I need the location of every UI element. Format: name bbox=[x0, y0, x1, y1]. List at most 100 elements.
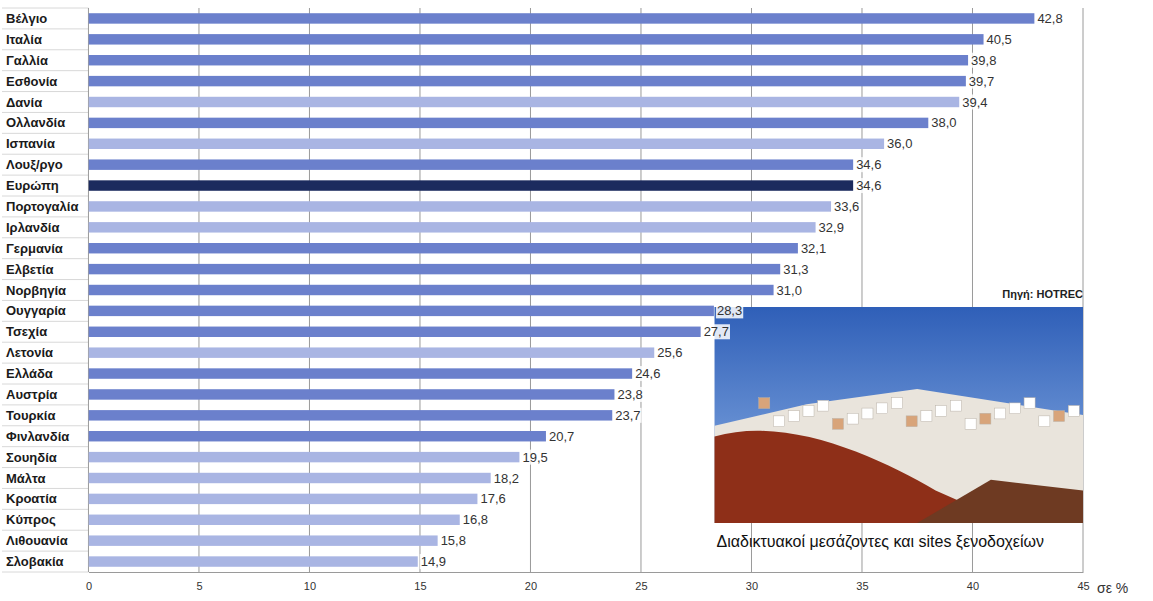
data-label-group: 42,8 bbox=[1036, 11, 1063, 26]
grid bbox=[88, 8, 1083, 572]
category-label: Εσθονία bbox=[6, 74, 57, 89]
bar bbox=[88, 347, 654, 357]
data-label-group: 33,6 bbox=[833, 199, 860, 214]
data-label-group: 27,7 bbox=[703, 324, 730, 339]
category-label: Σλοβακία bbox=[6, 554, 64, 569]
bar bbox=[88, 159, 853, 169]
photo-caption: Διαδικτυακοί μεσάζοντες και sites ξενοδο… bbox=[717, 533, 1045, 551]
row-separator bbox=[2, 530, 88, 531]
data-label: 15,8 bbox=[441, 533, 466, 548]
data-label-background bbox=[855, 178, 882, 193]
data-label-group: 32,1 bbox=[800, 241, 827, 256]
bar bbox=[88, 34, 983, 44]
category-label: Ουγγαρία bbox=[6, 303, 66, 318]
photo-village bbox=[715, 389, 1083, 523]
data-label-background bbox=[833, 199, 860, 214]
data-label-group: 15,8 bbox=[440, 533, 467, 548]
bar bbox=[88, 180, 853, 190]
data-label-background bbox=[548, 429, 575, 444]
category-label: Λετονία bbox=[6, 345, 53, 360]
photo-rock bbox=[917, 480, 1083, 523]
data-label-background bbox=[716, 303, 743, 318]
data-label-background bbox=[968, 74, 995, 89]
data-label-background bbox=[818, 220, 845, 235]
tick: 35 bbox=[856, 572, 868, 592]
photo-house bbox=[1024, 398, 1035, 409]
data-label-group: 17,6 bbox=[479, 491, 506, 506]
data-labels: 42,840,539,839,739,438,036,034,634,633,6… bbox=[420, 11, 1064, 569]
category-label: Τουρκία bbox=[6, 408, 55, 423]
bar bbox=[88, 243, 797, 253]
tick-label: 40 bbox=[967, 580, 979, 592]
row-separator bbox=[2, 216, 88, 217]
row-separator bbox=[2, 258, 88, 259]
photo-house bbox=[862, 408, 873, 419]
bar bbox=[88, 55, 968, 65]
tick: 0 bbox=[86, 572, 92, 592]
bar bbox=[88, 222, 815, 232]
axis-line bbox=[89, 572, 1084, 573]
data-label: 20,7 bbox=[549, 429, 574, 444]
row-separator bbox=[2, 154, 88, 155]
data-label: 42,8 bbox=[1037, 11, 1062, 26]
data-label-background bbox=[970, 53, 997, 68]
bar bbox=[88, 76, 965, 86]
data-label-group: 23,7 bbox=[614, 408, 641, 423]
photo-house bbox=[965, 418, 976, 429]
data-label-background bbox=[930, 115, 957, 130]
photo-house bbox=[891, 398, 902, 409]
data-label-background bbox=[420, 554, 447, 569]
row-separator bbox=[2, 279, 88, 280]
category-label: Γερμανία bbox=[6, 241, 63, 256]
category-label: Ελβετία bbox=[6, 262, 53, 277]
data-label-group: 40,5 bbox=[986, 32, 1013, 47]
bar bbox=[88, 306, 713, 316]
photo-house bbox=[877, 403, 888, 414]
row-separators bbox=[2, 8, 88, 572]
photo-house bbox=[980, 413, 991, 424]
photo-house bbox=[1039, 416, 1050, 427]
data-label: 34,6 bbox=[856, 157, 881, 172]
bar bbox=[88, 118, 928, 128]
photo-house bbox=[759, 398, 770, 409]
category-label: Ολλανδία bbox=[6, 115, 65, 130]
category-label: Κύπρος bbox=[6, 512, 56, 527]
data-label: 16,8 bbox=[463, 512, 488, 527]
bar bbox=[88, 515, 459, 525]
bar bbox=[88, 327, 700, 337]
photo-house bbox=[1009, 403, 1020, 414]
row-separator bbox=[2, 70, 88, 71]
photo-house bbox=[773, 416, 784, 427]
data-label-background bbox=[800, 241, 827, 256]
row-separator bbox=[2, 446, 88, 447]
data-label-background bbox=[616, 387, 643, 402]
row-separator bbox=[2, 467, 88, 468]
category-label: Τσεχία bbox=[6, 324, 47, 339]
row-separator bbox=[2, 384, 88, 385]
tick-label: 30 bbox=[746, 580, 758, 592]
photo-house bbox=[818, 400, 829, 411]
data-label-group: 28,3 bbox=[716, 303, 743, 318]
data-label-background bbox=[1036, 11, 1063, 26]
data-label-background bbox=[493, 471, 520, 486]
photo-house bbox=[906, 416, 917, 427]
row-separator bbox=[2, 8, 88, 9]
data-label: 32,9 bbox=[819, 220, 844, 235]
photo-inset bbox=[715, 307, 1083, 523]
data-label-background bbox=[440, 533, 467, 548]
category-label: Ευρώπη bbox=[6, 178, 59, 193]
row-separator bbox=[2, 572, 88, 573]
bar bbox=[88, 389, 614, 399]
category-label: Λουξ/ργο bbox=[6, 157, 63, 172]
photo-house bbox=[788, 411, 799, 422]
bar bbox=[88, 556, 417, 566]
tick: 20 bbox=[525, 572, 537, 592]
row-separator bbox=[2, 300, 88, 301]
data-label-background bbox=[886, 136, 913, 151]
data-label: 25,6 bbox=[657, 345, 682, 360]
data-label-group: 38,0 bbox=[930, 115, 957, 130]
data-label: 40,5 bbox=[987, 32, 1012, 47]
bar bbox=[88, 410, 612, 420]
category-label: Κροατία bbox=[6, 491, 57, 506]
data-label-group: 32,9 bbox=[818, 220, 845, 235]
